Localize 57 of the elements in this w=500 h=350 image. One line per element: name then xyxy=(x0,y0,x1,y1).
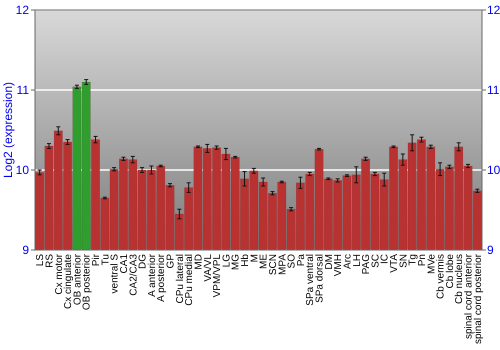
x-tick-label: CA2/CA3 xyxy=(128,254,140,296)
x-tick-label: LG xyxy=(221,254,232,268)
x-tick-label: Cx motor xyxy=(54,253,65,295)
x-tick-label: VA/VL xyxy=(202,254,214,282)
x-tick-label: VTA xyxy=(389,254,400,273)
y-tick-label: 11 xyxy=(16,83,30,98)
x-tick-label: Arc xyxy=(342,254,354,269)
x-tick-label: ME xyxy=(258,254,270,269)
x-tick-label: SC xyxy=(370,254,382,268)
x-tick-label: Hb xyxy=(240,254,252,267)
x-tick-label: MVe xyxy=(426,254,438,274)
y2-tick-label: 10 xyxy=(487,163,500,178)
x-tick-label: spinal cord posterior xyxy=(472,253,484,344)
x-tick-label: SN xyxy=(398,254,410,268)
x-tick-label: MG xyxy=(230,254,242,270)
y2-tick-label: 12 xyxy=(487,3,500,18)
x-tick-label: LH xyxy=(352,254,363,267)
x-tick-label: PAG xyxy=(361,254,372,274)
y-tick-label: 12 xyxy=(16,3,30,18)
x-tick-label: OB posterior xyxy=(82,253,93,310)
x-tick-label: Cb lobe xyxy=(444,254,456,288)
x-tick-label: Cb vermis xyxy=(436,254,447,300)
x-tick-label: Cx cingulate xyxy=(63,254,74,310)
x-tick-label: OB anterior xyxy=(72,253,84,306)
x-tick-label: spinal cord anterior xyxy=(464,253,475,340)
y-tick-label: 10 xyxy=(16,163,30,178)
x-tick-label: Tg xyxy=(408,254,419,266)
x-tick-label: LS xyxy=(35,254,46,266)
y-axis-title: Log2 (expression) xyxy=(1,82,15,178)
x-tick-label: MPA xyxy=(277,254,288,275)
x-tick-label: VPM/VPL xyxy=(212,254,224,298)
y2-tick-label: 9 xyxy=(487,243,494,258)
x-tick-label: CA1 xyxy=(118,254,130,274)
x-tick-label: A anterior xyxy=(146,253,158,297)
x-tick-label: M xyxy=(249,254,260,262)
y-tick-label: 9 xyxy=(22,243,30,258)
x-tick-label: DM xyxy=(324,254,335,270)
x-tick-label: Pir xyxy=(91,253,102,266)
x-tick-label: SPa dorsal xyxy=(314,254,326,303)
x-tick-label: SPa ventral xyxy=(305,254,316,306)
x-tick-label: Cb nucleus xyxy=(454,254,466,304)
x-tick-label: RS xyxy=(44,254,56,268)
x-tick-label: DG xyxy=(138,254,149,269)
x-tick-label: CPu medial xyxy=(184,254,196,306)
x-tick-label: Pa xyxy=(296,254,307,266)
y2-tick-label: 11 xyxy=(487,83,500,98)
x-tick-label: GP xyxy=(166,254,177,268)
x-tick-label: CPu lateral xyxy=(174,254,186,304)
x-tick-label: ventral S xyxy=(110,254,121,294)
x-tick-label: IC xyxy=(380,254,391,264)
x-tick-label: SO xyxy=(286,254,298,268)
x-tick-label: SCN xyxy=(268,254,279,276)
x-tick-label: Pn xyxy=(416,254,428,266)
x-tick-label: A posterior xyxy=(156,253,168,302)
x-tick-label: MD xyxy=(193,254,204,270)
x-tick-label: Tu xyxy=(100,254,112,266)
x-tick-label: VMH xyxy=(333,254,344,276)
